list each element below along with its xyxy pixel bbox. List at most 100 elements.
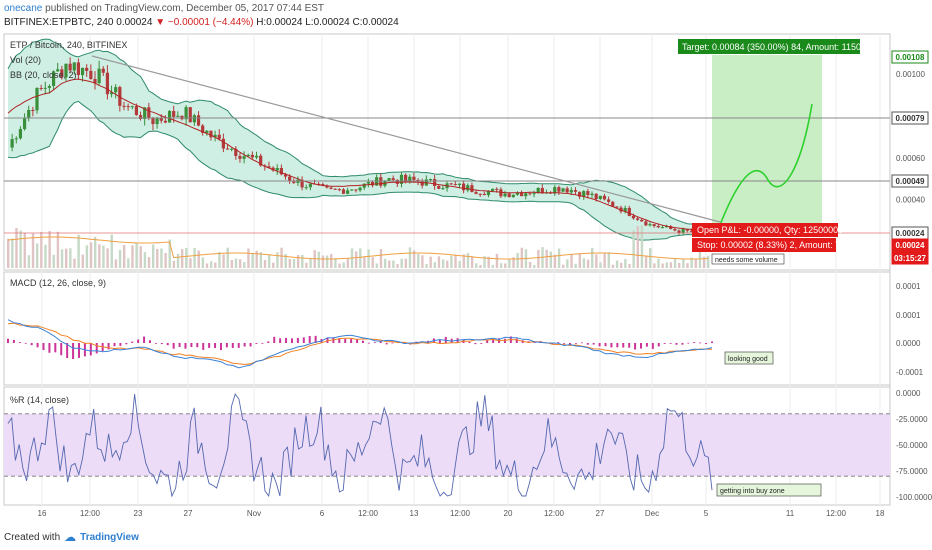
macd-histogram-bar: [190, 343, 193, 347]
macd-histogram-bar: [113, 343, 116, 347]
price-tag: [891, 251, 929, 265]
volume-bar: [338, 263, 341, 268]
price-tag: [891, 238, 929, 252]
volume-bar: [516, 252, 519, 268]
macd-histogram-bar: [24, 342, 27, 344]
projection-curve: [717, 103, 813, 231]
main-legend: ETP / Bitcoin, 240, BITFINEX: [10, 40, 127, 50]
bb-legend: BB (20, close, 2): [10, 70, 77, 80]
candle-body: [507, 193, 511, 198]
volume-bar: [305, 262, 308, 268]
candle-body: [105, 72, 110, 95]
candle-body: [308, 183, 312, 188]
macd-histogram-bar: [515, 338, 518, 343]
macd-histogram-bar: [705, 343, 708, 345]
candle-body: [491, 188, 495, 191]
volume-bar: [400, 258, 403, 268]
x-tick-label: 12:00: [358, 509, 379, 518]
candle-body: [126, 106, 130, 108]
publish-text: published on TradingView.com, December 0…: [45, 3, 325, 14]
candle-body: [325, 185, 329, 188]
price-tag: [891, 50, 929, 64]
candle-body: [644, 221, 648, 226]
candle-body: [354, 189, 358, 191]
pane-frame: [3, 271, 891, 386]
volume-bar: [591, 247, 594, 268]
macd-histogram-bar: [391, 342, 394, 344]
volume-bar: [317, 251, 321, 268]
candle-body: [366, 181, 370, 184]
macd-histogram-bar: [657, 343, 660, 347]
volume-bar: [379, 249, 383, 268]
macd-histogram-bar: [651, 343, 654, 349]
candle-body: [300, 179, 304, 188]
wr-line: [7, 393, 713, 498]
volume-bar: [267, 254, 271, 268]
macd-histogram-bar: [634, 343, 637, 350]
candle-body: [225, 148, 230, 150]
candle-body: [482, 193, 486, 196]
volume-bar: [325, 255, 329, 268]
volume-bar: [193, 247, 196, 268]
volume-bar: [570, 253, 573, 268]
volume-bar: [359, 248, 362, 268]
candle-body: [553, 187, 557, 194]
x-tick-label: 27: [596, 509, 605, 518]
candle-body: [689, 230, 694, 232]
ohlc-values: H:0.00024 L:0.00024 C:0.00024: [256, 17, 399, 28]
wr-tick-label: 0.0000: [896, 389, 921, 398]
macd-histogram-bar: [137, 339, 140, 343]
volume-bar: [661, 263, 664, 268]
candle-body: [147, 107, 151, 119]
candle-body: [565, 188, 569, 193]
candle-body: [205, 130, 209, 133]
macd-histogram-bar: [385, 343, 388, 345]
candle-body: [130, 106, 134, 108]
trend-line: [91, 55, 721, 223]
x-tick-label: 13: [410, 509, 419, 518]
candle-body: [43, 87, 47, 89]
volume-bar: [284, 254, 287, 268]
candle-body: [283, 174, 288, 177]
macd-histogram-bar: [622, 343, 625, 348]
volume-bar: [607, 252, 610, 268]
volume-bar: [678, 262, 681, 268]
x-tick-label: 20: [504, 509, 513, 518]
volume-bar: [495, 253, 499, 268]
macd-histogram-bar: [367, 342, 370, 344]
macd-histogram-bar: [225, 343, 228, 348]
volume-bar: [230, 260, 234, 268]
macd-histogram-bar: [202, 343, 205, 350]
macd-histogram-bar: [379, 341, 382, 343]
volume-bar: [11, 238, 14, 268]
x-tick-label: 12:00: [80, 509, 101, 518]
candle-body: [362, 183, 366, 188]
candle-body: [180, 115, 184, 120]
macd-histogram-bar: [166, 343, 169, 346]
candle-body: [89, 70, 93, 80]
tradingview-brand[interactable]: TradingView: [80, 531, 139, 543]
volume-bar: [404, 258, 408, 268]
volume-bar: [640, 225, 644, 268]
candle-body: [520, 192, 524, 197]
volume-bar: [151, 244, 155, 268]
candle-body: [652, 224, 656, 226]
macd-histogram-bar: [231, 343, 234, 348]
volume-bar: [56, 231, 60, 268]
macd-histogram-bar: [468, 341, 471, 343]
volume-bar: [73, 258, 76, 268]
x-tick-label: 12:00: [450, 509, 471, 518]
candle-body: [188, 107, 192, 123]
volume-bar: [707, 255, 710, 268]
volume-bar: [441, 259, 445, 268]
volume-bar: [483, 256, 486, 268]
volume-bar: [31, 233, 35, 268]
volume-bar: [201, 257, 205, 268]
candle-body: [238, 155, 242, 159]
macd-histogram-bar: [273, 336, 276, 343]
volume-bar: [446, 260, 449, 268]
volume-bar: [624, 259, 627, 268]
author-link[interactable]: onecane: [4, 3, 43, 14]
footer: Created with ☁ TradingView: [4, 530, 139, 544]
